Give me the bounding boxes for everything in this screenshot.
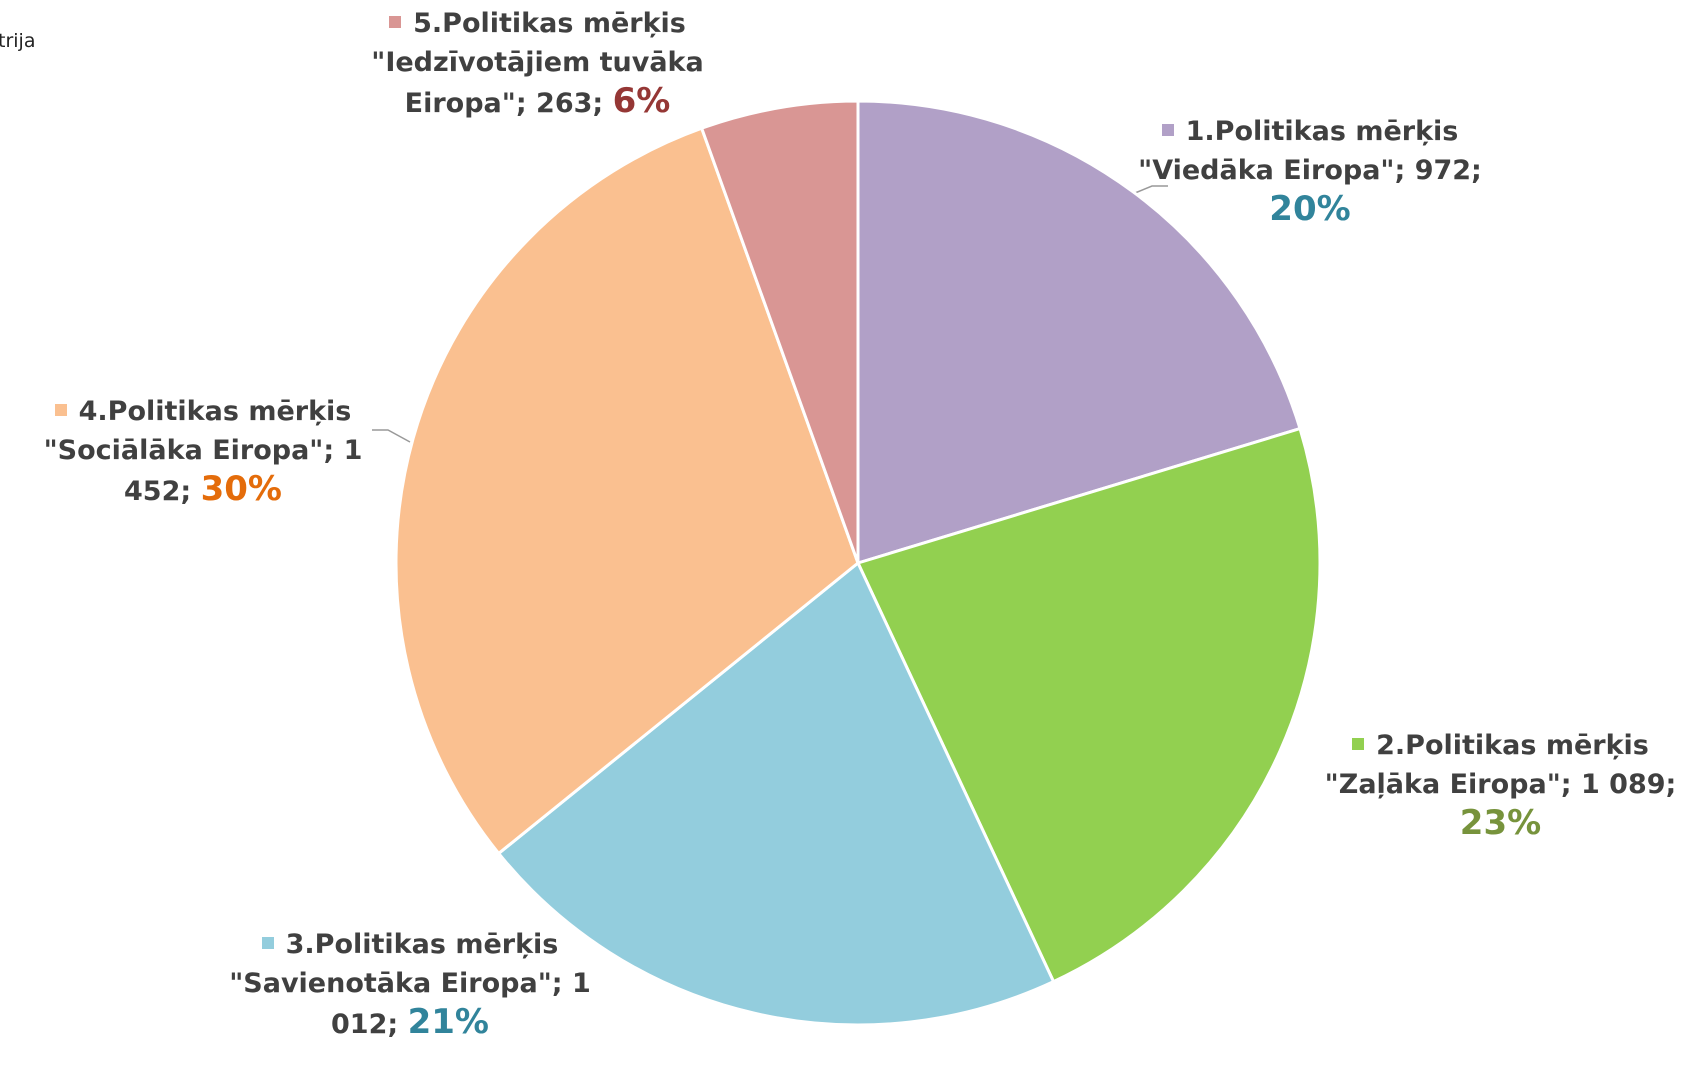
pie-slice bbox=[394, 126, 860, 856]
data-label: 5.Politikas mērķis "Iedzīvotājiem tuvāka… bbox=[345, 4, 730, 123]
percent-label: 30% bbox=[200, 469, 282, 509]
value-label: 1 089; bbox=[1580, 769, 1677, 800]
percent-label: 23% bbox=[1459, 803, 1542, 843]
value-label: 1 452; bbox=[124, 435, 363, 507]
percent-label: 21% bbox=[407, 1002, 489, 1042]
category-label: 3.Politikas mērķis "Savienotāka Eiropa"; bbox=[229, 929, 563, 999]
label-marker bbox=[1352, 737, 1365, 750]
data-label: 1.Politikas mērķis "Viedāka Eiropa"; 972… bbox=[1120, 112, 1500, 231]
data-label: 2.Politikas mērķis "Zaļāka Eiropa"; 1 08… bbox=[1320, 726, 1681, 845]
value-label: 1 012; bbox=[331, 968, 591, 1040]
percent-label: 20% bbox=[1269, 189, 1351, 229]
value-label: 263; bbox=[536, 88, 604, 119]
label-marker bbox=[54, 403, 67, 416]
category-label: 4.Politikas mērķis "Sociālāka Eiropa"; bbox=[43, 396, 352, 466]
pie-slice bbox=[496, 560, 1056, 1027]
legend-fragment: trija bbox=[0, 30, 36, 52]
label-marker bbox=[389, 15, 402, 28]
label-marker bbox=[261, 936, 274, 949]
data-label: 4.Politikas mērķis "Sociālāka Eiropa"; 1… bbox=[6, 392, 400, 511]
category-label: 1.Politikas mērķis "Viedāka Eiropa"; bbox=[1138, 116, 1459, 186]
pie-slice bbox=[856, 99, 1302, 566]
value-label: 972; bbox=[1414, 155, 1482, 186]
leader-line bbox=[372, 429, 411, 443]
leader-line bbox=[1134, 185, 1168, 194]
pie-slice bbox=[699, 99, 860, 564]
percent-label: 6% bbox=[612, 81, 671, 121]
category-label: 5.Politikas mērķis "Iedzīvotājiem tuvāka… bbox=[371, 8, 704, 119]
pie-slice bbox=[855, 426, 1322, 984]
data-label: 3.Politikas mērķis "Savienotāka Eiropa";… bbox=[225, 925, 595, 1044]
category-label: 2.Politikas mērķis "Zaļāka Eiropa"; bbox=[1324, 730, 1649, 800]
label-marker bbox=[1161, 123, 1174, 136]
